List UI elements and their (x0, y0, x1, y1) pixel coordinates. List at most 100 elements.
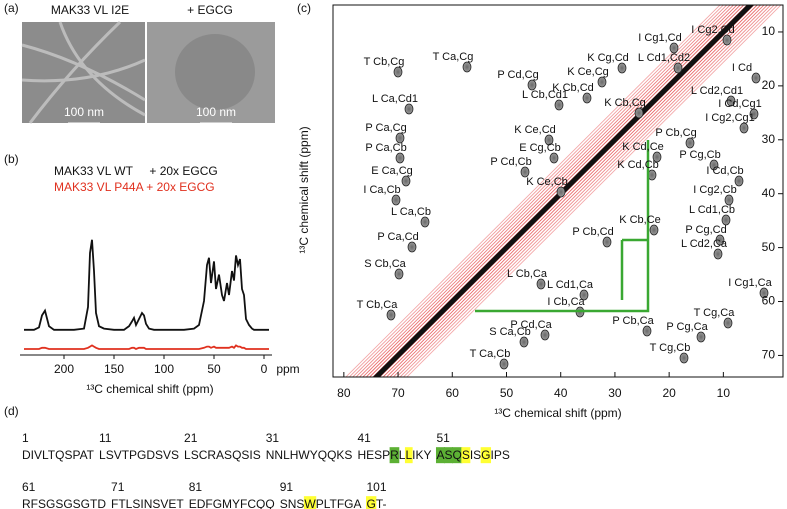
residue-highlight (451, 447, 463, 464)
cross-peak (536, 278, 546, 290)
peak-label: P Cb,Cd (572, 226, 613, 238)
peak-label: L Cd2,Ca (681, 238, 728, 250)
residue-number: 21 (184, 431, 198, 445)
cross-peak (749, 108, 759, 120)
cross-peak (649, 224, 659, 236)
y-tick-label: 70 (762, 348, 776, 362)
contour (406, 5, 782, 377)
peak-label: I Cd,Cb (706, 165, 743, 177)
contour (368, 5, 745, 377)
peak-label: T Cg,Cb (650, 342, 691, 354)
spectrum-line (24, 344, 269, 351)
residue-highlight (366, 496, 377, 509)
image-title: MAK33 VL I2E (51, 3, 129, 17)
peak-label: K Cg,Cd (587, 52, 629, 64)
cross-peak (642, 325, 652, 337)
contour (382, 5, 758, 377)
x-tick-label: 100 (154, 362, 174, 376)
peak-label: T Cb,Ca (357, 299, 399, 311)
peak-label: I Cb,Ca (547, 296, 585, 308)
cross-peak (395, 132, 405, 144)
sequence-block: ASQSISGIPS (436, 448, 509, 462)
peak-label: E Ca,Cg (371, 165, 413, 177)
cross-peak (724, 194, 734, 206)
residue-highlight (461, 447, 471, 464)
sequence-block: GT- (367, 497, 387, 509)
peak-label: P Ca,Cb (365, 142, 406, 154)
contour (352, 5, 728, 377)
cross-peak (393, 66, 403, 78)
cross-peak (549, 152, 559, 164)
peak-label: S Ca,Cb (489, 326, 531, 338)
contour (396, 5, 772, 377)
peak-label: P Ca,Cg (365, 122, 406, 134)
x-axis-title: ¹³C chemical shift (ppm) (86, 382, 213, 396)
residue-highlight (389, 447, 400, 464)
cross-peak (673, 62, 683, 74)
peak-label: I Ca,Cb (363, 184, 400, 196)
peak-label: K Ce,Cd (514, 124, 556, 136)
peak-label: I Cg2,Cd (691, 24, 734, 36)
peak-label: P Cb,Ca (612, 315, 654, 327)
cross-peak (519, 336, 529, 348)
peak-label: S Cb,Ca (364, 258, 406, 270)
peak-label: I Cg1,Cd (638, 32, 681, 44)
cross-peak (520, 166, 530, 178)
cross-peak (721, 214, 731, 226)
contour (365, 5, 741, 377)
peak-label: P Ca,Cd (377, 231, 418, 243)
x-axis-title: ¹³C chemical shift (ppm) (494, 406, 621, 420)
peak-label: L Cd1,Cb (689, 204, 735, 216)
peak-label: K Cb,Cg (604, 97, 646, 109)
highlights (303, 447, 492, 509)
contour (358, 5, 735, 377)
contour (399, 5, 775, 377)
contour (392, 5, 769, 377)
peak-label: K Cd,Ce (622, 141, 664, 153)
contour (345, 5, 721, 377)
x-tick-label: 10 (717, 386, 731, 400)
peak-label: L Ca,Cd1 (372, 93, 418, 105)
cross-peak (679, 352, 689, 364)
peak-label: P Cd,Ca (510, 319, 552, 331)
peak-label: I Cd (732, 62, 752, 74)
peak-label: K Ce,Cg (567, 66, 609, 78)
peak-label: P Cg,Cd (685, 224, 726, 236)
peak-label: L Cd1,Ca (547, 279, 594, 291)
y-tick-label: 30 (762, 132, 776, 146)
x-tick-label: 20 (662, 386, 676, 400)
x-tick-label: 0 (261, 362, 268, 376)
peak-label: P Cb,Cg (655, 127, 696, 139)
plot-frame (332, 4, 784, 378)
sequence-block: RFSGSGSGTD (22, 497, 106, 509)
y-axis-title: ¹³C chemical shift (ppm) (297, 126, 311, 253)
peak-label: K Cb,Cd (552, 82, 594, 94)
peak-label: I Cg2,Cg1 (705, 112, 755, 124)
cross-peak (391, 194, 401, 206)
peak-label: I Cg1,Ca (728, 277, 772, 289)
y-tick-label: 60 (762, 294, 776, 308)
residue-number: 91 (280, 480, 294, 494)
spectrum-line (24, 239, 269, 331)
cross-peak (407, 241, 417, 253)
residue-number: 61 (22, 480, 36, 494)
sequence: DIVLTQSPAT 1 LSVTPGDSVS 11 LSCRASQSIS 21 NNLHW… (22, 431, 510, 509)
peak-label: L Cb,Cd1 (522, 89, 568, 101)
x-tick-label: 80 (337, 386, 351, 400)
sequence-block: LSVTPGDSVS (99, 448, 179, 462)
cross-peak (394, 268, 404, 280)
residue-number: 1 (22, 431, 29, 445)
cross-peak (634, 107, 644, 119)
cross-peak (685, 137, 695, 149)
peak-label: K Cd,Cb (617, 159, 659, 171)
x-unit: ppm (276, 362, 299, 376)
sequence-block: HESPRLLIKY (357, 448, 431, 462)
sequence-block: SNSWPLTFGA (280, 497, 362, 509)
peak-label: E Cg,Cb (519, 142, 561, 154)
cross-peak (602, 236, 612, 248)
residue-highlight (435, 447, 445, 464)
cross-peak (401, 175, 411, 187)
image-title: + EGCG (187, 3, 233, 17)
sequence-block: DIVLTQSPAT (22, 448, 95, 462)
